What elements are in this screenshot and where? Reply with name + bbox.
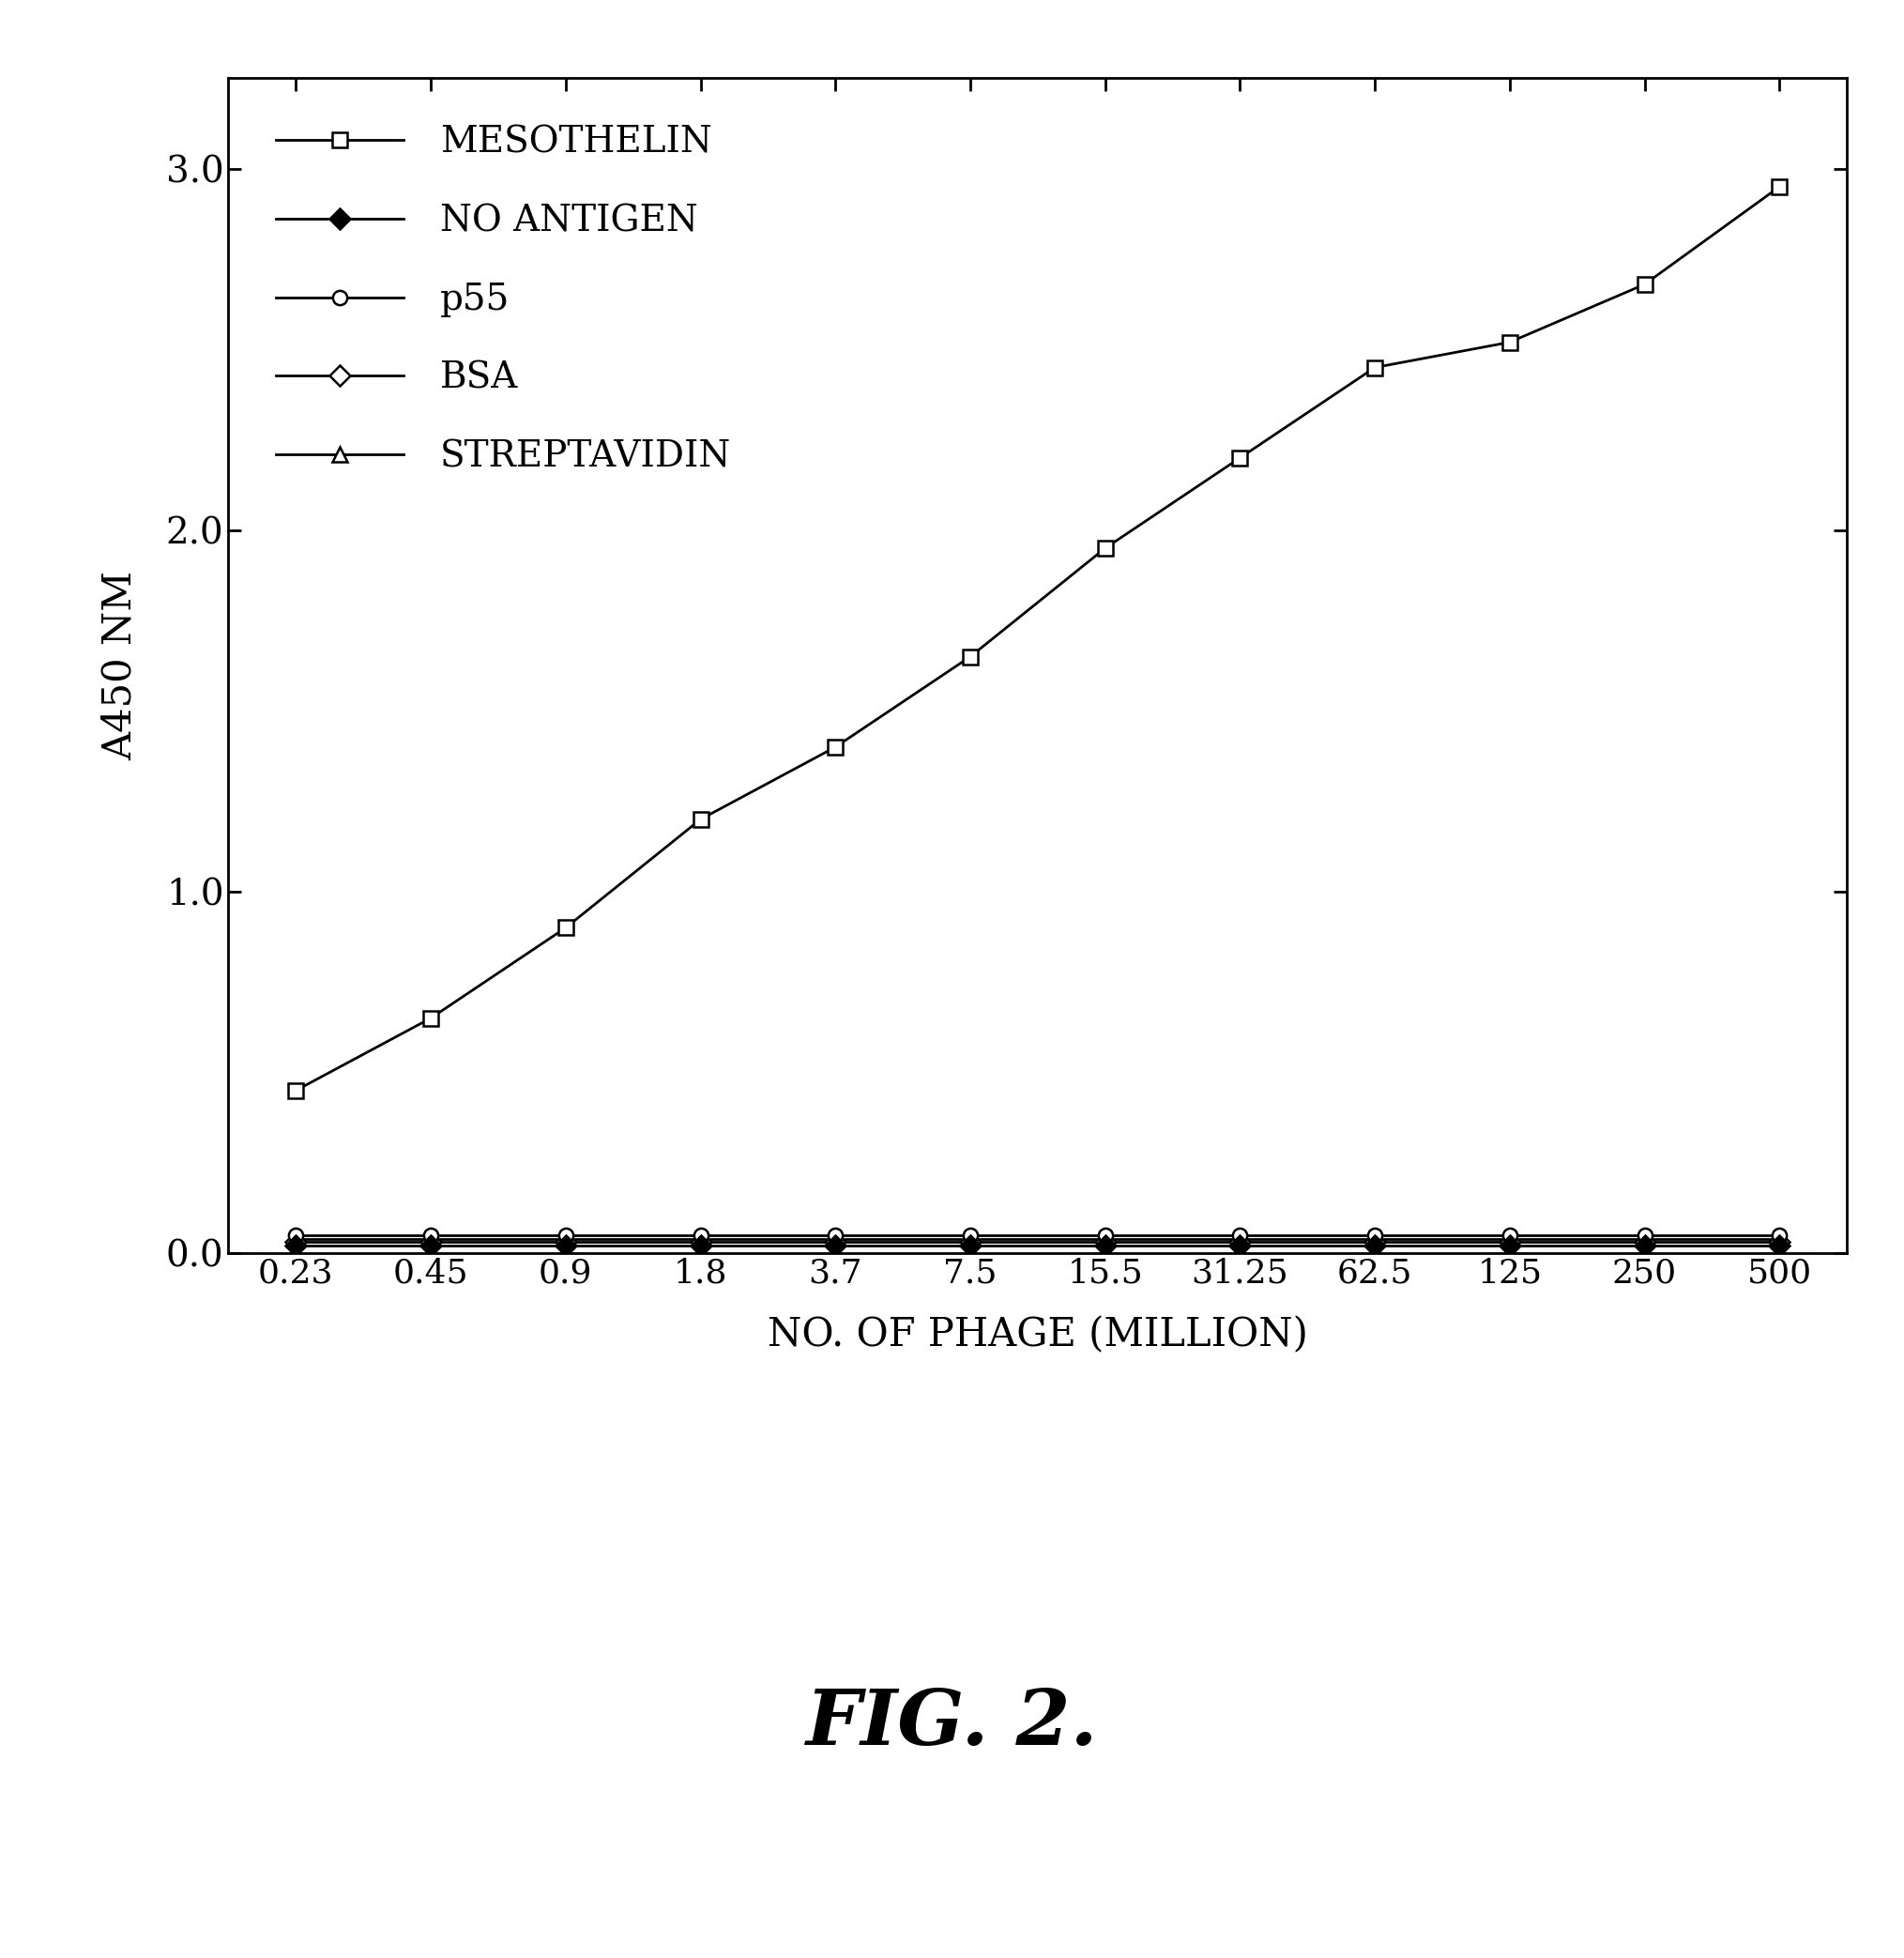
NO ANTIGEN: [1093, 1234, 1116, 1257]
BSA: [1093, 1230, 1116, 1253]
p55: [1498, 1224, 1521, 1247]
NO ANTIGEN: [1769, 1234, 1792, 1257]
NO ANTIGEN: [1498, 1234, 1521, 1257]
Line: p55: p55: [289, 1228, 1786, 1241]
p55: [960, 1224, 982, 1247]
MESOTHELIN: [554, 916, 577, 940]
STREPTAVIDIN: [960, 1228, 982, 1251]
MESOTHELIN: [960, 644, 982, 668]
BSA: [1769, 1230, 1792, 1253]
Line: BSA: BSA: [289, 1235, 1786, 1249]
BSA: [419, 1230, 442, 1253]
MESOTHELIN: [419, 1006, 442, 1030]
NO ANTIGEN: [1363, 1234, 1386, 1257]
STREPTAVIDIN: [1228, 1228, 1251, 1251]
MESOTHELIN: [1093, 536, 1116, 560]
p55: [824, 1224, 847, 1247]
p55: [1363, 1224, 1386, 1247]
BSA: [1498, 1230, 1521, 1253]
BSA: [1634, 1230, 1656, 1253]
MESOTHELIN: [1634, 272, 1656, 296]
BSA: [689, 1230, 712, 1253]
NO ANTIGEN: [824, 1234, 847, 1257]
STREPTAVIDIN: [1093, 1228, 1116, 1251]
NO ANTIGEN: [419, 1234, 442, 1257]
NO ANTIGEN: [960, 1234, 982, 1257]
STREPTAVIDIN: [1769, 1228, 1792, 1251]
STREPTAVIDIN: [1363, 1228, 1386, 1251]
STREPTAVIDIN: [689, 1228, 712, 1251]
STREPTAVIDIN: [1498, 1228, 1521, 1251]
STREPTAVIDIN: [554, 1228, 577, 1251]
p55: [1634, 1224, 1656, 1247]
p55: [419, 1224, 442, 1247]
Line: STREPTAVIDIN: STREPTAVIDIN: [289, 1232, 1786, 1245]
p55: [284, 1224, 307, 1247]
NO ANTIGEN: [1634, 1234, 1656, 1257]
MESOTHELIN: [1769, 174, 1792, 198]
p55: [1093, 1224, 1116, 1247]
MESOTHELIN: [1228, 446, 1251, 470]
p55: [1228, 1224, 1251, 1247]
NO ANTIGEN: [554, 1234, 577, 1257]
STREPTAVIDIN: [419, 1228, 442, 1251]
NO ANTIGEN: [1228, 1234, 1251, 1257]
MESOTHELIN: [824, 736, 847, 760]
BSA: [554, 1230, 577, 1253]
Line: NO ANTIGEN: NO ANTIGEN: [289, 1239, 1786, 1253]
STREPTAVIDIN: [284, 1228, 307, 1251]
BSA: [824, 1230, 847, 1253]
p55: [689, 1224, 712, 1247]
BSA: [1363, 1230, 1386, 1253]
MESOTHELIN: [1363, 356, 1386, 380]
BSA: [1228, 1230, 1251, 1253]
Text: FIG. 2.: FIG. 2.: [805, 1686, 1099, 1760]
BSA: [960, 1230, 982, 1253]
X-axis label: NO. OF PHAGE (MILLION): NO. OF PHAGE (MILLION): [767, 1316, 1308, 1355]
BSA: [284, 1230, 307, 1253]
p55: [554, 1224, 577, 1247]
NO ANTIGEN: [689, 1234, 712, 1257]
STREPTAVIDIN: [824, 1228, 847, 1251]
Legend: MESOTHELIN, NO ANTIGEN, p55, BSA, STREPTAVIDIN: MESOTHELIN, NO ANTIGEN, p55, BSA, STREPT…: [248, 96, 760, 503]
MESOTHELIN: [284, 1079, 307, 1102]
MESOTHELIN: [689, 807, 712, 830]
Line: MESOTHELIN: MESOTHELIN: [289, 180, 1786, 1098]
STREPTAVIDIN: [1634, 1228, 1656, 1251]
MESOTHELIN: [1498, 331, 1521, 354]
p55: [1769, 1224, 1792, 1247]
Y-axis label: A450 NM: A450 NM: [101, 572, 139, 760]
NO ANTIGEN: [284, 1234, 307, 1257]
